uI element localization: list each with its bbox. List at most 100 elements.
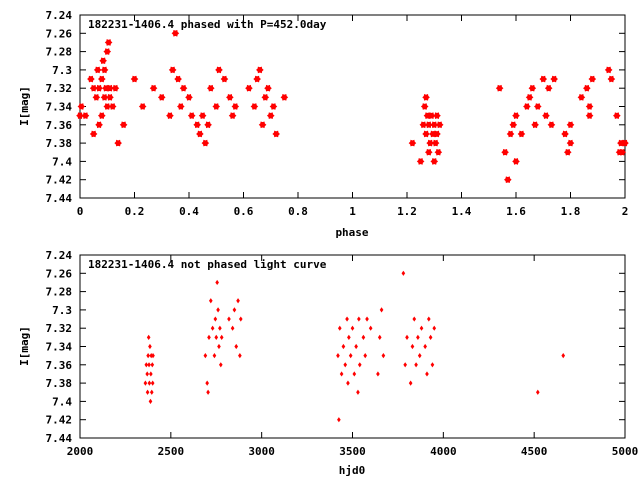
phased-data-point (613, 112, 621, 119)
phased-data-point (100, 66, 109, 74)
unphased-data-point (148, 398, 153, 404)
phased-data-point (561, 130, 569, 138)
unphased-data-point (346, 380, 350, 386)
unphased-data-point (356, 389, 360, 395)
unphased-data-point (215, 279, 219, 286)
unphased-y-tick-label: 7.34 (46, 341, 73, 354)
phased-data-point (528, 84, 537, 92)
phased-x-tick-label: 1.4 (452, 205, 472, 218)
phased-data-point (512, 158, 520, 165)
phased-data-point (607, 75, 616, 83)
unphased-x-tick-label: 5000 (612, 445, 639, 458)
phased-panel: 7.24 7.26 7.28 7.3 7.32 7.34 7.36 7.38 7.4 7.42 7.… (18, 9, 629, 239)
phased-data-point (220, 75, 229, 83)
unphased-y-tick-label: 7.32 (46, 322, 73, 335)
phased-data-point (179, 84, 188, 92)
phased-data-point (198, 112, 207, 119)
phased-data-point (506, 130, 515, 138)
phased-y-tick-label: 7.38 (46, 137, 73, 150)
unphased-data-point (381, 353, 386, 359)
unphased-data-point (150, 362, 155, 368)
unphased-data-point (408, 380, 413, 386)
phased-data-point (171, 30, 180, 37)
unphased-data-point (379, 307, 384, 313)
phased-data-point (228, 112, 237, 119)
phased-data-point (168, 66, 177, 74)
phased-data-point (585, 112, 594, 119)
unphased-data-point (345, 316, 349, 322)
phased-data-point (174, 75, 182, 83)
unphased-y-tick-label: 7.3 (52, 304, 72, 317)
unphased-data-point (412, 316, 417, 322)
unphased-data-point (227, 316, 231, 322)
unphased-data-point (146, 353, 150, 359)
unphased-data-point (213, 316, 218, 322)
phased-data-point (422, 130, 430, 138)
unphased-data-point (147, 380, 152, 386)
phased-data-point (138, 103, 147, 110)
phased-data-point (226, 94, 234, 101)
phased-data-point (103, 48, 112, 55)
unphased-data-point (416, 334, 420, 340)
unphased-data-point (218, 325, 222, 331)
unphased-data-point (147, 362, 151, 368)
phased-data-point (102, 84, 110, 92)
phased-data-point (256, 66, 264, 74)
phased-data-point (77, 103, 86, 110)
unphased-data-point (219, 334, 224, 340)
unphased-x-tick-label: 2000 (67, 445, 94, 458)
phased-data-point (531, 121, 539, 129)
phased-data-point (433, 130, 441, 138)
phased-x-tick-label: 1.6 (506, 205, 526, 218)
unphased-data-point (216, 307, 220, 313)
unphased-data-point (151, 353, 155, 359)
unphased-data-point (203, 353, 208, 359)
unphased-data-point (405, 334, 409, 340)
phased-x-tick-label: 0 (77, 205, 84, 218)
phased-data-point (97, 75, 106, 83)
phased-y-tick-label: 7.4 (52, 155, 72, 168)
unphased-data-point (368, 325, 373, 331)
unphased-data-point (149, 389, 154, 395)
phased-data-point (617, 139, 625, 147)
unphased-data-point (350, 325, 355, 331)
phased-data-point (97, 112, 106, 119)
phased-data-point (119, 121, 128, 129)
unphased-x-tick-label: 4000 (430, 445, 457, 458)
phased-data-point (185, 94, 193, 101)
phased-data-point (533, 103, 542, 110)
phased-data-point (106, 84, 114, 92)
phased-data-point (523, 103, 531, 110)
phased-data-point (539, 75, 548, 83)
phased-data-point (588, 75, 597, 83)
phased-data-point (424, 148, 433, 156)
unphased-data-point (150, 380, 155, 386)
unphased-data-point (238, 353, 242, 359)
phased-data-point (435, 121, 444, 129)
unphased-data-point (208, 298, 213, 304)
phased-y-label: I[mag] (18, 86, 31, 126)
phased-data-point (87, 75, 95, 83)
phased-y-tick-label: 7.36 (46, 119, 73, 132)
phased-x-tick-label: 2 (622, 205, 629, 218)
unphased-x-tick-label: 3000 (248, 445, 275, 458)
phased-y-tick-label: 7.34 (46, 101, 73, 114)
unphased-data-point (423, 343, 427, 350)
phased-data-point (245, 84, 253, 92)
phased-data-point (563, 148, 572, 156)
unphased-data-point (417, 353, 422, 359)
unphased-data-point (410, 343, 415, 350)
unphased-data-point (430, 362, 435, 368)
phased-data-point (187, 112, 196, 119)
unphased-data-point (145, 371, 150, 377)
phased-data-point (177, 103, 185, 110)
unphased-data-point (205, 380, 209, 386)
phased-y-tick-label: 7.42 (46, 174, 73, 187)
unphased-y-tick-label: 7.28 (46, 286, 73, 299)
unphased-data-point (561, 353, 566, 359)
unphased-data-point (212, 353, 217, 359)
unphased-y-tick-label: 7.38 (46, 377, 73, 390)
unphased-title: 182231-1406.4 not phased light curve (88, 258, 327, 271)
phased-data-point (114, 139, 122, 147)
unphased-data-point (347, 334, 351, 340)
